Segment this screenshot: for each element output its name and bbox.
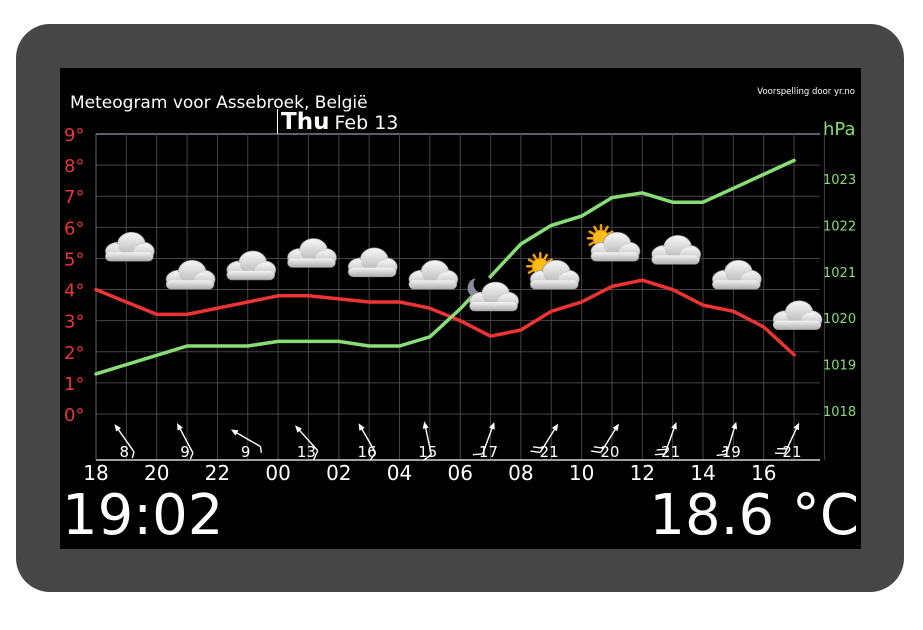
x-tick-label: 12 — [630, 461, 655, 485]
wind-row: 8 9 9 13 16 15 17 21 20 21 19 21 — [114, 421, 802, 462]
wind-speed-label: 9 — [241, 443, 251, 461]
temperature-tick-label: 6° — [64, 218, 84, 239]
day-date: Feb 13 — [334, 112, 399, 134]
x-tick-label: 18 — [83, 461, 108, 485]
x-tick-label: 08 — [508, 461, 533, 485]
meteogram-title: Meteogram voor Assebroek, België — [70, 93, 368, 113]
cloudy-icon — [711, 259, 762, 290]
x-tick-label: 22 — [205, 461, 230, 485]
x-tick-label: 04 — [387, 461, 412, 485]
wind-speed-label: 21 — [540, 443, 559, 461]
chart-grid — [95, 133, 825, 460]
wind-speed-label: 8 — [120, 443, 130, 461]
x-tick-label: 02 — [326, 461, 351, 485]
pressure-tick-label: 1022 — [823, 219, 856, 234]
wind-speed-label: 21 — [661, 443, 680, 461]
x-tick-label: 06 — [447, 461, 472, 485]
meteogram-chart: 8 9 9 13 16 15 17 21 20 21 19 21 9°8°7°6°5°4°3°2°1°… — [64, 119, 856, 485]
wind-barb — [530, 423, 559, 454]
chart-labels: 9°8°7°6°5°4°3°2°1°0°hPa10231022102110201… — [64, 119, 856, 485]
temperature-line — [94, 278, 796, 357]
cloudy-icon — [772, 300, 823, 331]
cloud-icon — [347, 247, 398, 278]
cloud-icon — [226, 250, 277, 281]
cloud-icon — [651, 234, 702, 265]
wind-speed-label: 19 — [722, 443, 741, 461]
temperature-tick-label: 7° — [64, 187, 84, 208]
wind-barb — [422, 421, 432, 461]
pressure-line — [94, 158, 796, 376]
temperature-tick-label: 0° — [64, 405, 84, 426]
wind-barb — [295, 425, 319, 460]
partly-cloudy-day-icon — [586, 223, 641, 262]
chart-series — [94, 158, 796, 376]
wind-barb — [230, 429, 263, 453]
pressure-tick-label: 1021 — [823, 266, 856, 281]
x-tick-label: 20 — [144, 461, 169, 485]
partly-cloudy-day-icon — [526, 251, 580, 290]
day-name: Thu — [281, 109, 330, 135]
pressure-tick-label: 1020 — [823, 312, 856, 327]
temperature-tick-label: 2° — [64, 343, 84, 364]
x-tick-label: 14 — [690, 461, 715, 485]
wind-barb — [591, 423, 619, 454]
pressure-tick-label: 1019 — [823, 359, 856, 374]
wind-barb — [654, 422, 677, 456]
wind-speed-label: 21 — [782, 443, 801, 461]
wind-speed-label: 15 — [418, 443, 437, 461]
chart-axes — [95, 134, 820, 461]
temperature-tick-label: 3° — [64, 312, 84, 333]
x-tick-label: 10 — [569, 461, 594, 485]
cloudy-icon — [104, 231, 155, 262]
cloud-icon — [286, 237, 337, 268]
current-temperature: 18.6 °C — [649, 483, 859, 548]
temperature-tick-label: 9° — [64, 125, 84, 146]
wind-speed-label: 16 — [358, 443, 377, 461]
cloud-icon — [104, 231, 155, 262]
wind-speed-label: 20 — [600, 443, 619, 461]
temperature-tick-label: 8° — [64, 156, 84, 177]
pressure-tick-label: 1018 — [823, 405, 856, 420]
pressure-axis-label: hPa — [823, 119, 855, 140]
x-tick-label: 16 — [751, 461, 776, 485]
wind-speed-label: 17 — [479, 443, 498, 461]
wind-barb — [176, 422, 194, 460]
temperature-tick-label: 5° — [64, 249, 84, 270]
cloud-icon — [165, 259, 216, 290]
weather-icons — [104, 223, 823, 331]
wind-barb — [472, 422, 495, 456]
temperature-tick-label: 1° — [64, 374, 84, 395]
day-marker: Thu Feb 13 — [277, 109, 399, 135]
cloud-icon — [711, 259, 762, 290]
pressure-tick-label: 1023 — [823, 173, 856, 188]
temperature-tick-label: 4° — [64, 281, 84, 302]
cloud-icon — [772, 300, 823, 331]
cloudy-icon — [286, 237, 337, 268]
cloud-icon — [408, 259, 459, 290]
meteogram-screen: Meteogram voor Assebroek, België Voorspe… — [60, 68, 861, 549]
wind-barb — [716, 421, 738, 457]
current-time: 19:02 — [62, 483, 224, 548]
wind-speed-label: 9 — [180, 443, 190, 461]
cloudy-icon — [347, 247, 398, 278]
forecast-credit: Voorspelling door yr.no — [757, 87, 855, 97]
cloudy-icon — [408, 259, 459, 290]
wind-barb — [358, 423, 377, 462]
cloudy-icon — [226, 250, 277, 281]
wind-barb — [774, 422, 800, 455]
cloudy-icon — [165, 259, 216, 290]
x-tick-label: 00 — [265, 461, 290, 485]
cloudy-icon — [651, 234, 702, 265]
wind-barb — [114, 424, 135, 459]
wind-speed-label: 13 — [297, 443, 316, 461]
partly-cloudy-night-icon — [467, 275, 520, 312]
